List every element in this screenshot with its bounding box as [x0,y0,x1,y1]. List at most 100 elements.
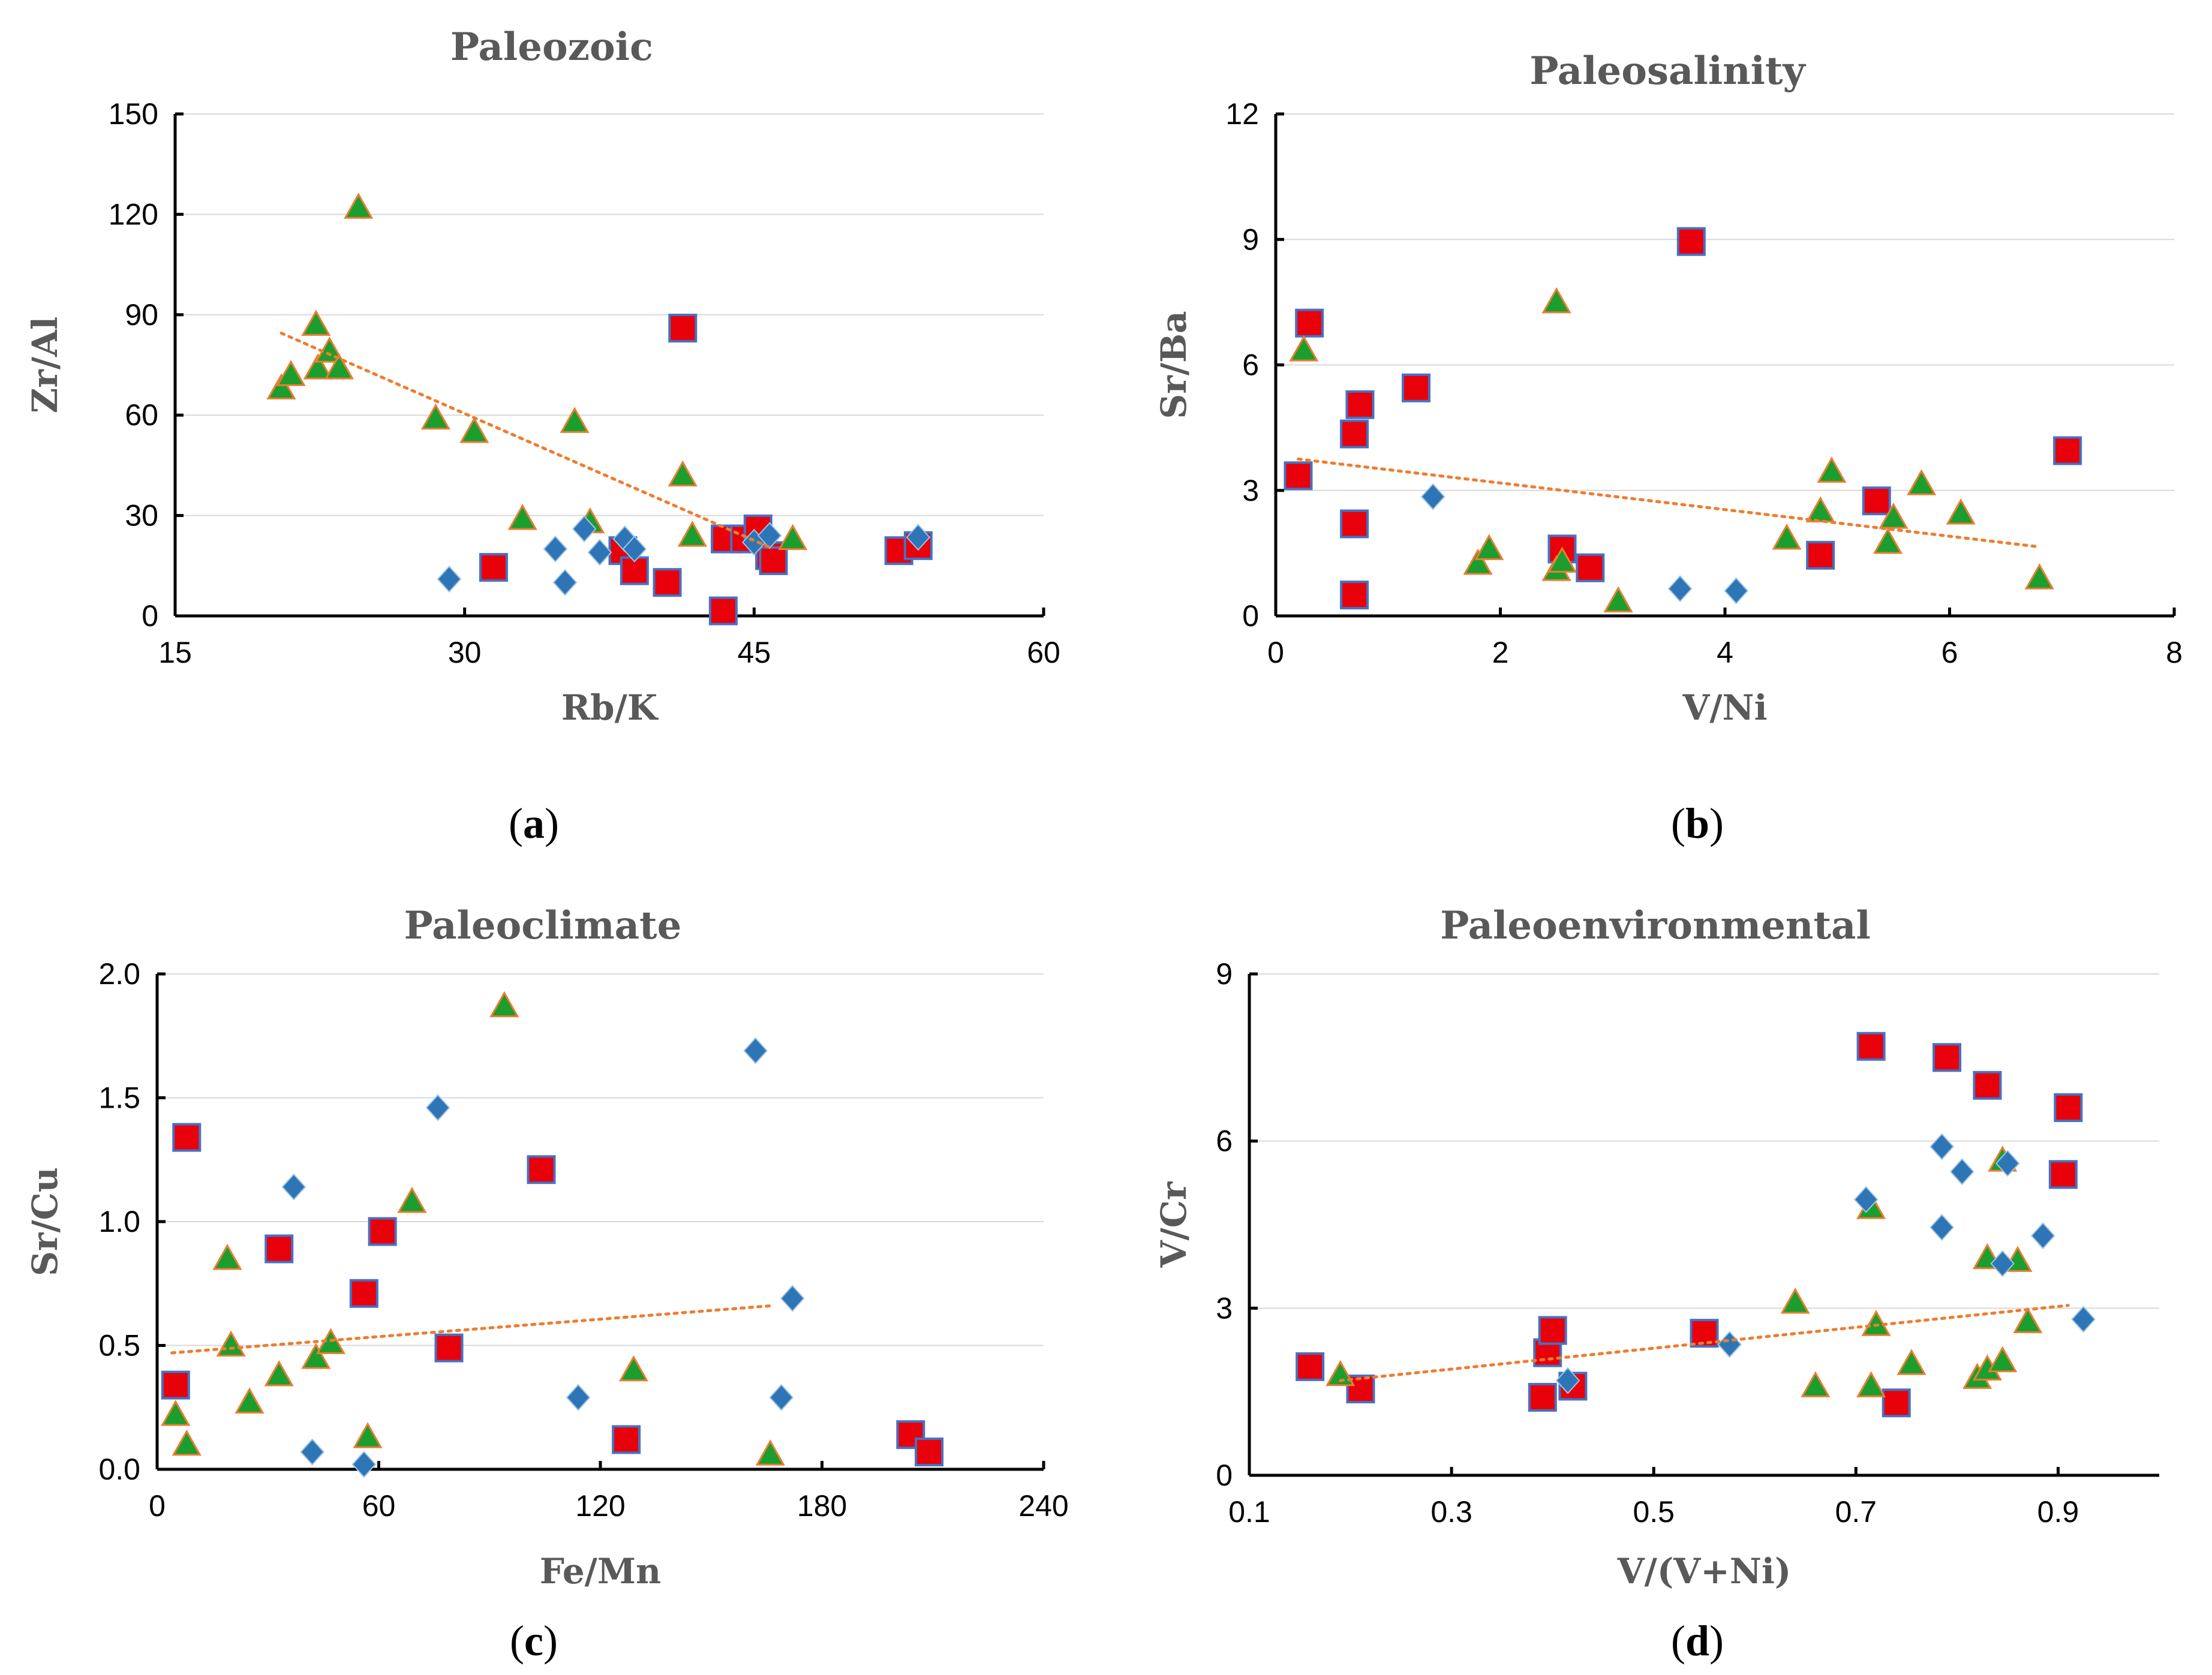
chart-title: Paleoenvironmental [1440,903,1871,948]
marker-triangle [668,460,698,487]
y-tick-label: 3 [1216,1291,1233,1325]
marker-triangle [276,360,306,386]
marker-square [479,553,508,582]
marker-triangle [212,1243,242,1270]
marker-square [368,1217,397,1246]
marker-triangle [560,407,590,433]
marker-diamond [743,1037,768,1064]
trendline [1296,457,2041,549]
panel-label-a-close: ) [545,799,559,847]
y-tick-label: 6 [1216,1124,1233,1158]
marker-triangle [1547,546,1577,573]
marker-diamond [300,1438,324,1466]
marker-triangle [397,1186,427,1213]
panel-label-a-open: ( [509,799,523,847]
marker-triangle [353,1422,383,1448]
marker-square [1690,1319,1719,1348]
marker-square [1882,1388,1911,1418]
marker-diamond [757,522,782,549]
marker-triangle [778,524,808,551]
x-tick-label: 2 [1492,636,1509,669]
marker-square [1806,540,1835,570]
marker-triangle [172,1429,202,1456]
marker-triangle [1474,534,1504,560]
marker-diamond [780,1285,805,1312]
marker-triangle [1856,1371,1886,1397]
marker-square [1856,1032,1886,1061]
marker-triangle [1463,548,1493,575]
marker-square [434,1333,464,1363]
y-tick-label: 0.5 [98,1329,140,1363]
marker-triangle [1988,1346,2018,1373]
marker-square [2048,1160,2078,1189]
marker-square [1340,509,1369,539]
y-tick-label: 1.5 [98,1081,140,1115]
y-tick-label: 60 [125,398,158,432]
marker-triangle [264,1360,294,1387]
y-tick-label: 12 [1225,97,1259,131]
x-tick-label: 0 [1267,636,1284,669]
marker-triangle [420,403,450,430]
marker-diamond [2071,1306,2096,1333]
marker-square [1284,461,1313,491]
marker-triangle [1801,1371,1831,1397]
marker-diamond [1724,577,1749,605]
marker-square [915,1438,944,1467]
trendline [1339,1304,2070,1382]
marker-triangle [1780,1287,1810,1314]
panel-label-c-close: ) [543,1617,558,1665]
marker-triangle [1805,496,1835,523]
y-tick-label: 150 [109,97,158,131]
marker-triangle [1326,1360,1356,1387]
marker-square [1676,227,1706,256]
y-tick-label: 90 [125,298,158,332]
marker-square [2053,436,2082,465]
panel-label-d-open: ( [1671,1617,1685,1665]
x-tick-label: 180 [797,1489,847,1523]
marker-triangle [161,1400,191,1426]
marker-square [1973,1070,2002,1100]
x-tick-label: 60 [1027,636,1060,669]
y-tick-label: 120 [109,197,158,231]
marker-square [1576,553,1605,582]
x-tick-label: 15 [158,636,192,669]
panel-label-d: (d) [1671,1617,1724,1665]
x-tick-label: 30 [448,636,482,669]
marker-triangle [618,1355,648,1382]
panel-label-a-letter: a [523,799,545,847]
marker-square [527,1155,556,1184]
x-tick-label: 6 [1941,636,1958,669]
marker-square [620,556,649,585]
marker-triangle [1879,503,1909,529]
marker-diamond [351,1451,377,1478]
marker-diamond [587,539,612,566]
y-axis-label: Zr/Al [25,317,65,413]
marker-square [1345,390,1375,419]
x-tick-label: 0.9 [2037,1495,2079,1529]
marker-square [161,1370,190,1400]
marker-diamond [2030,1222,2055,1250]
marker-triangle [1541,287,1571,314]
marker-square [653,568,682,597]
marker-triangle [1946,498,1976,525]
chart-title: Paleozoic [450,25,653,70]
marker-triangle [1897,1349,1927,1375]
marker-square [1340,581,1369,610]
y-tick-label: 0 [1242,599,1259,633]
x-tick-label: 120 [575,1489,625,1523]
marker-square [349,1279,378,1308]
marker-diamond [543,535,568,563]
chart-title: Paleosalinity [1529,49,1806,94]
x-axis-label: V/(V+Ni) [1617,1551,1792,1592]
panel-label-b-open: ( [1671,799,1685,847]
marker-triangle [301,1343,331,1369]
x-tick-label: 0.1 [1228,1495,1270,1529]
marker-diamond [425,1094,450,1121]
marker-square [612,1425,641,1454]
marker-square [708,596,738,626]
y-tick-label: 2.0 [98,957,140,991]
marker-triangle [489,991,519,1018]
marker-triangle [235,1387,265,1414]
